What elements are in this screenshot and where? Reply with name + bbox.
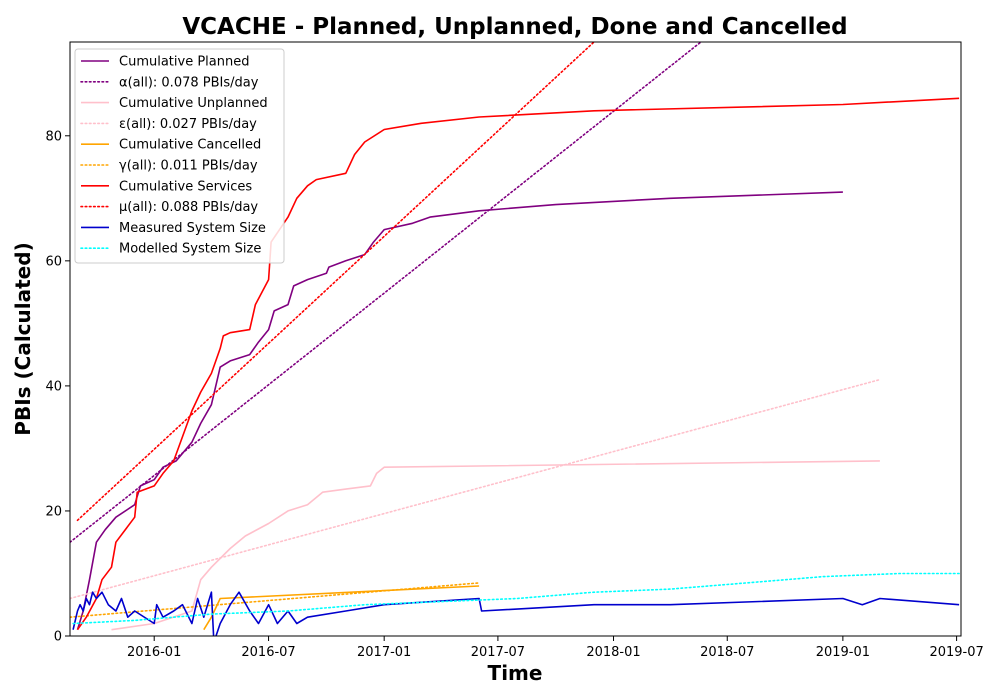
series-line-all-0-027-pbis-day (70, 378, 881, 600)
legend-label: Cumulative Cancelled (119, 138, 261, 153)
y-tick-label: 80 (45, 129, 62, 144)
series-line-cumulative-cancelled (203, 585, 480, 631)
x-tick-label: 2017-07 (471, 645, 525, 660)
legend-label: Cumulative Planned (119, 55, 249, 70)
legend-label: ε(all): 0.027 PBIs/day (119, 117, 257, 132)
x-tick-label: 2019-01 (816, 645, 870, 660)
y-axis: 0 20 40 60 80 (45, 129, 70, 645)
series-layer (70, 42, 960, 636)
series-line-cumulative-unplanned (111, 460, 880, 631)
x-axis-label: Time (488, 661, 543, 685)
x-axis: 2016-01 2016-07 2017-01 2017-07 2018-01 2018-… (127, 636, 984, 660)
legend-label: Modelled System Size (119, 242, 261, 257)
x-tick-label: 2018-07 (700, 645, 754, 660)
y-tick-label: 40 (45, 379, 62, 394)
y-tick-label: 20 (45, 504, 62, 519)
x-tick-label: 2017-01 (357, 645, 411, 660)
series-line-modelled-system-size (72, 572, 960, 625)
y-tick-label: 0 (54, 630, 62, 645)
x-tick-label: 2018-01 (586, 645, 640, 660)
series-line-cumulative-planned (76, 191, 843, 630)
legend-label: α(all): 0.078 PBIs/day (119, 75, 259, 90)
series-line-all-0-088-pbis-day (76, 42, 595, 522)
legend-label: Cumulative Unplanned (119, 96, 268, 111)
x-tick-label: 2016-07 (241, 645, 295, 660)
legend-label: μ(all): 0.088 PBIs/day (119, 200, 258, 215)
chart-title: VCACHE - Planned, Unplanned, Done and Ca… (182, 14, 847, 40)
legend-box (74, 48, 285, 264)
x-tick-label: 2016-01 (127, 645, 181, 660)
legend: Cumulative Planned α(all): 0.078 PBIs/day… (74, 48, 285, 264)
legend-label: Cumulative Services (119, 179, 252, 194)
plot-frame (69, 41, 962, 637)
y-tick-label: 60 (45, 254, 62, 269)
legend-label: γ(all): 0.011 PBIs/day (119, 159, 258, 174)
series-line-cumulative-services (76, 97, 960, 631)
y-axis-label: PBIs (Calculated) (11, 242, 35, 435)
series-line-all-0-011-pbis-day (70, 582, 480, 619)
x-tick-label: 2019-07 (929, 645, 983, 660)
series-line-measured-system-size (72, 591, 960, 636)
legend-label: Measured System Size (119, 221, 266, 236)
